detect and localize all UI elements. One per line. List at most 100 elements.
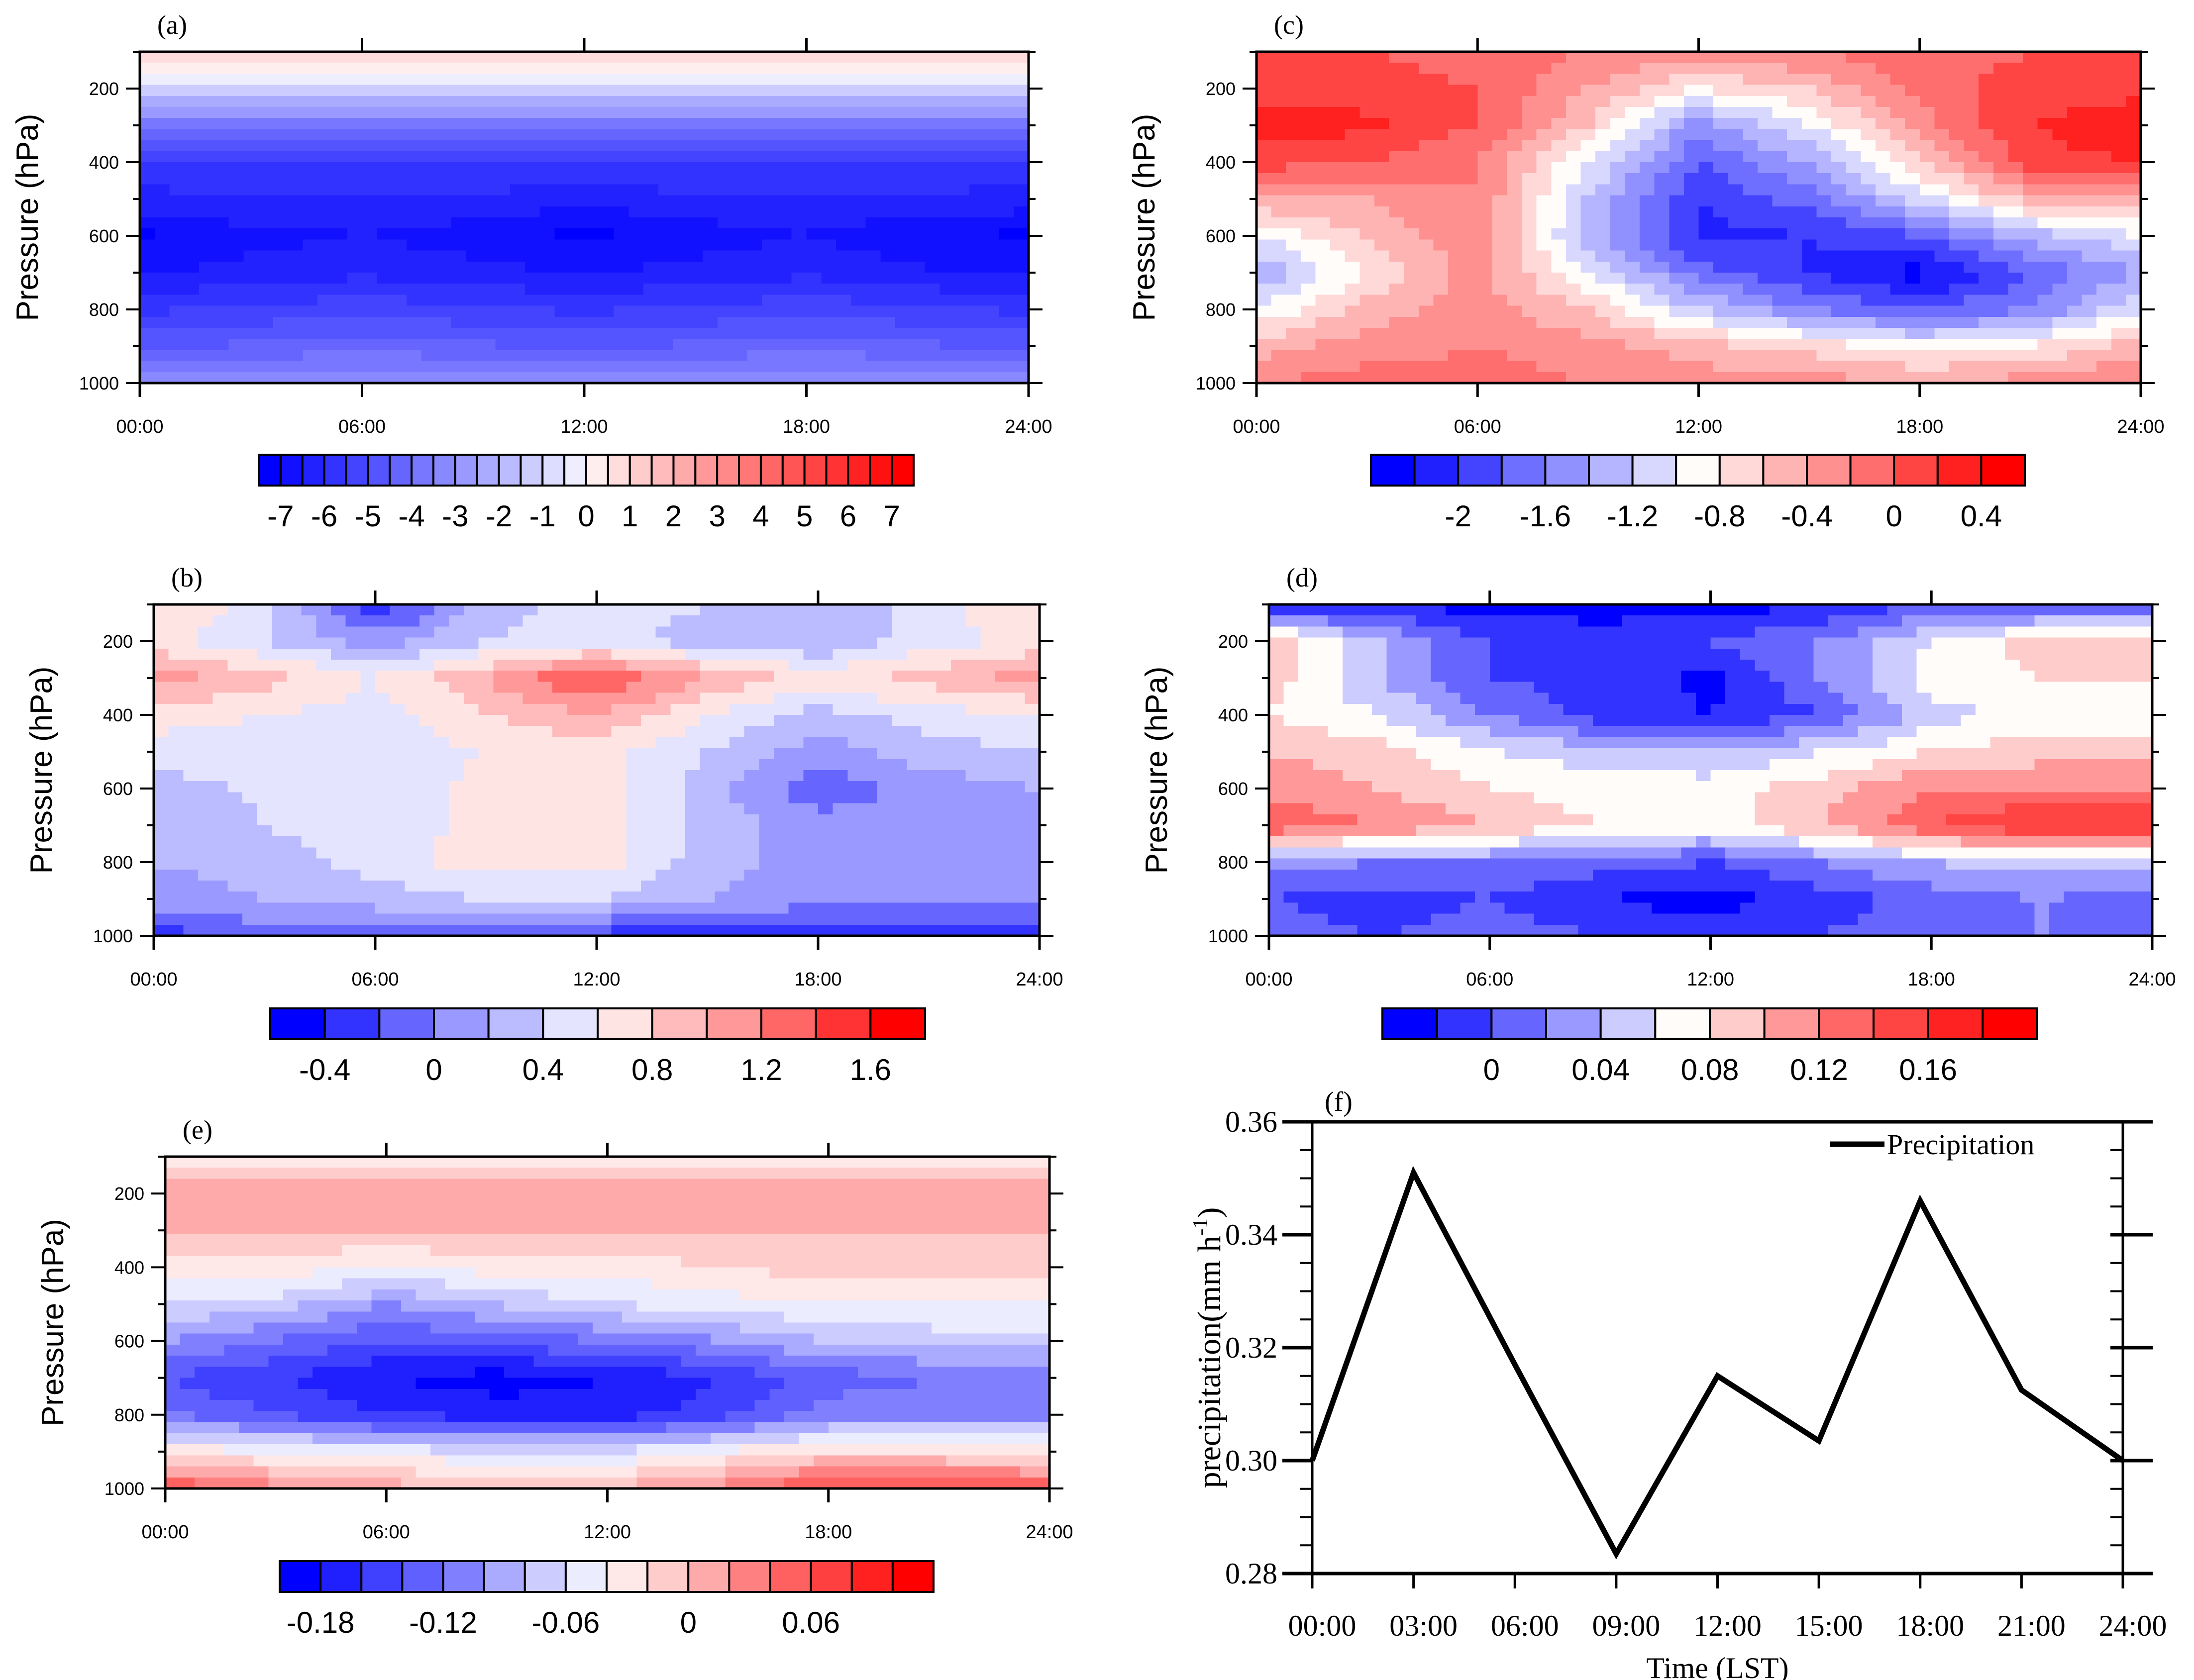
contour-cell [951,913,966,925]
contour-cell [2067,118,2083,130]
contour-cell [1477,140,1493,152]
contour-cell [227,604,243,616]
contour-cell [599,63,615,75]
contour-cell [1477,184,1493,196]
contour-cell [405,604,420,616]
contour-cell [670,902,686,914]
contour-cell [655,759,671,771]
contour-cell [700,615,716,627]
contour-cell [1271,273,1286,284]
contour-cell [999,85,1015,97]
contour-cell [954,173,970,185]
contour-cell [995,836,1011,848]
contour-cell [464,792,479,804]
contour-cell [1374,118,1390,130]
x-tick-label: 06:00 [351,969,399,990]
contour-cell [673,339,689,351]
contour-cell [762,217,777,229]
contour-cell [836,118,851,130]
contour-cell [999,52,1015,63]
contour-cell [803,803,819,815]
contour-cell [1758,162,1773,174]
contour-cell [895,96,911,107]
contour-cell [984,273,1000,284]
contour-cell [1522,217,1537,229]
contour-cell [1286,206,1301,218]
contour-cell [921,858,937,870]
contour-cell [2067,74,2083,86]
contour-cell [569,129,585,141]
contour-cell [184,96,200,107]
contour-cell [892,847,907,859]
contour-cell [552,825,568,837]
contour-cell [451,107,466,118]
contour-cell [537,692,553,704]
contour-cell [1993,63,2009,75]
contour-cell [877,615,893,627]
contour-cell [777,151,792,163]
contour-cell [954,305,970,317]
contour-cell [747,339,762,351]
contour-cell [643,118,659,130]
contour-cell [154,803,169,815]
contour-cell [1964,63,1979,75]
contour-cell [865,295,881,306]
contour-cell [850,63,866,75]
contour-cell [1654,261,1670,273]
contour-cell [198,671,213,683]
contour-cell [257,891,273,903]
contour-cell [777,250,792,262]
contour-cell [1330,239,1346,251]
contour-cell [685,759,701,771]
contour-cell [641,726,656,738]
contour-cell [951,759,966,771]
contour-cell [925,206,940,218]
contour-cell [1551,118,1567,130]
contour-cell [732,217,748,229]
contour-cell [198,703,213,715]
contour-cell [1831,74,1847,86]
contour-cell [1728,162,1744,174]
contour-cell [774,737,789,749]
contour-cell [1905,63,1920,75]
contour-cell [317,118,333,130]
contour-cell [390,924,406,936]
contour-cell [392,118,407,130]
contour-cell [449,626,464,638]
contour-cell [198,881,213,892]
contour-cell [375,604,391,616]
contour-cell [1507,206,1522,218]
contour-cell [1536,228,1552,240]
contour-cell [228,195,244,207]
contour-cell [377,85,392,97]
contour-cell [730,604,745,616]
contour-cell [345,847,361,859]
contour-cell [700,924,716,936]
contour-cell [717,339,733,351]
contour-cell [877,703,893,715]
contour-cell [803,781,819,793]
contour-cell [969,372,985,384]
contour-cell [2096,74,2112,86]
contour-cell [2082,63,2097,75]
contour-cell [288,96,304,107]
contour-cell [495,273,511,284]
contour-cell [803,637,819,649]
contour-cell [510,372,525,384]
contour-cell [732,52,748,63]
colorbar-box [869,454,893,487]
contour-cell [1522,52,1537,63]
contour-cell [847,748,863,760]
contour-cell [1713,173,1729,185]
contour-cell [347,239,363,251]
contour-cell [390,770,406,782]
contour-cell [140,284,155,296]
contour-cell [759,726,774,738]
contour-cell [2067,107,2083,118]
contour-cell [2023,250,2038,262]
contour-cell [301,759,317,771]
contour-cell [301,792,317,804]
contour-cell [375,881,391,892]
contour-cell [643,372,659,384]
contour-cell [614,85,629,97]
